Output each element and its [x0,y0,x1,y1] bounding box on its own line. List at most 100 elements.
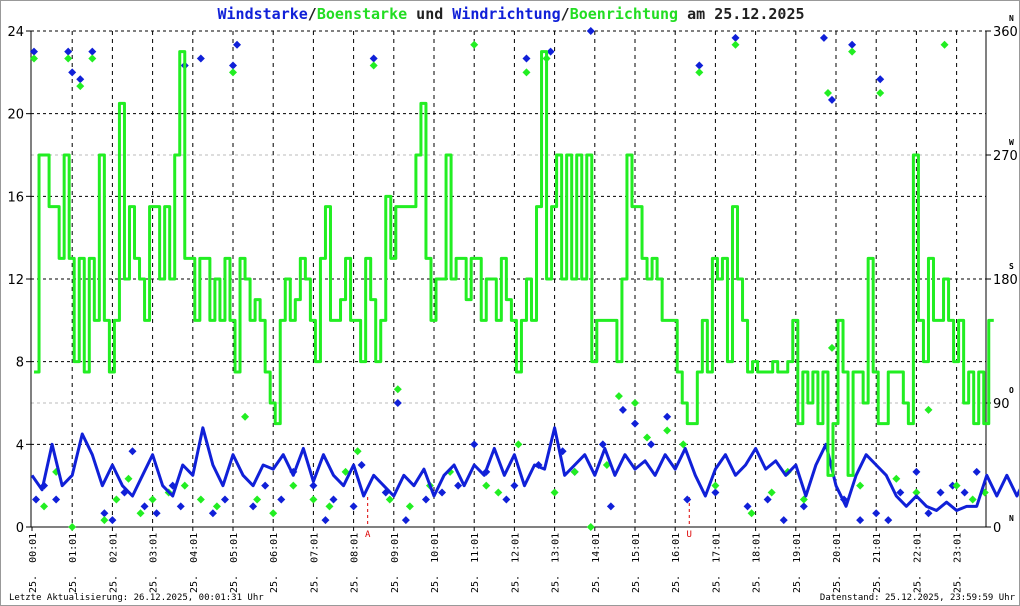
point-windrichtung [32,495,41,504]
point-boenrichtung [112,495,121,504]
x-tick-label: 25. 16:01 [671,533,682,593]
point-windrichtung [349,502,358,511]
point-boenrichtung [968,495,977,504]
point-boenrichtung [747,509,756,518]
point-windrichtung [261,481,270,490]
x-tick-label: 25. 07:01 [309,533,320,593]
point-windrichtung [510,481,519,490]
point-windrichtung [76,75,85,84]
point-boenrichtung [940,40,949,49]
line-boenstarke [34,50,994,477]
point-boenrichtung [643,433,652,442]
title-sep: / [307,5,317,23]
x-tick-label: 25. 11:01 [470,533,481,593]
point-windrichtung [309,481,318,490]
data-timestamp-text: Datenstand: 25.12.2025, 23:59:59 Uhr [819,593,1015,603]
point-boenrichtung [385,495,394,504]
point-windrichtung [743,502,752,511]
x-tick-label: 25. 08:01 [350,533,361,593]
point-windrichtung [64,47,73,56]
point-windrichtung [779,516,788,525]
chart-title: Windstarke/Boenstarke und Windrichtung/B… [1,5,1019,23]
point-boenrichtung [848,47,857,56]
point-boenrichtung [482,481,491,490]
point-boenrichtung [196,495,205,504]
y2-tick-label: 360 [993,25,1018,40]
direction-letter: N [1009,14,1014,23]
point-windrichtung [960,488,969,497]
x-tick-label: 25. 09:01 [390,533,401,593]
last-update-text: Letzte Aktualisierung: 26.12.2025, 00:01… [9,593,264,603]
point-windrichtung [618,405,627,414]
point-windrichtung [401,516,410,525]
x-tick-label: 25. 03:01 [149,533,160,593]
point-windrichtung [128,447,137,456]
point-boenrichtung [892,474,901,483]
x-tick-label: 25. 22:01 [912,533,923,593]
point-windrichtung [647,440,656,449]
x-tick-label: 25. 04:01 [189,533,200,593]
point-windrichtung [220,495,229,504]
point-windrichtung [884,516,893,525]
y-tick-label: 20 [7,108,24,123]
point-boenrichtung [325,502,334,511]
point-windrichtung [329,495,338,504]
point-boenrichtung [823,89,832,97]
point-windrichtung [695,61,704,70]
point-boenrichtung [711,481,720,490]
title-windrichtung: Windrichtung [452,5,561,23]
title-und: und [407,5,453,23]
point-windrichtung [369,54,378,63]
marker-label-U: U [687,530,692,540]
x-tick-label: 25. 12:01 [510,533,521,593]
point-boenrichtung [924,405,933,414]
point-windrichtung [972,467,981,476]
point-windrichtung [52,495,61,504]
point-windrichtung [799,502,808,511]
y-tick-label: 4 [16,438,24,453]
x-tick-label: 25. 14:01 [591,533,602,593]
point-windrichtung [233,40,242,49]
title-boenstarke: Boenstarke [316,5,408,23]
point-boenrichtung [289,481,298,490]
point-windrichtung [196,54,205,63]
point-boenrichtung [68,523,77,531]
point-boenrichtung [341,467,350,476]
x-tick-label: 25. 10:01 [430,533,441,593]
point-windrichtung [454,481,463,490]
point-boenrichtung [550,488,559,497]
point-windrichtung [140,502,149,511]
direction-letter: N [1009,514,1014,523]
point-windrichtung [438,488,447,497]
title-boenrichtung: Boenrichtung [569,5,679,23]
point-boenrichtung [952,481,961,490]
point-boenrichtung [100,516,109,525]
point-windrichtung [586,27,595,35]
point-boenrichtung [494,488,503,497]
x-tick-label: 25. 05:01 [229,533,240,593]
point-windrichtung [68,68,77,77]
point-boenrichtung [663,426,672,435]
point-windrichtung [421,495,430,504]
title-date: am 25.12.2025 [678,5,805,23]
point-windrichtung [631,419,639,428]
point-boenrichtung [369,61,378,70]
point-boenrichtung [856,481,865,490]
x-tick-label: 25. 20:01 [832,533,843,593]
point-windrichtung [896,488,905,497]
point-boenrichtung [229,68,237,77]
x-tick-label: 25. 15:01 [631,533,642,593]
x-tick-label: 25. 00:01 [28,533,39,593]
y-tick-label: 8 [16,356,24,371]
point-windrichtung [176,502,185,511]
point-windrichtung [152,509,161,518]
point-windrichtung [827,95,836,104]
point-windrichtung [208,509,217,518]
y-tick-label: 0 [16,521,24,536]
title-windstarke: Windstarke [217,5,308,23]
point-boenrichtung [405,502,414,511]
point-boenrichtung [514,440,523,449]
point-windrichtung [108,516,117,525]
y2-tick-label: 90 [993,397,1010,412]
